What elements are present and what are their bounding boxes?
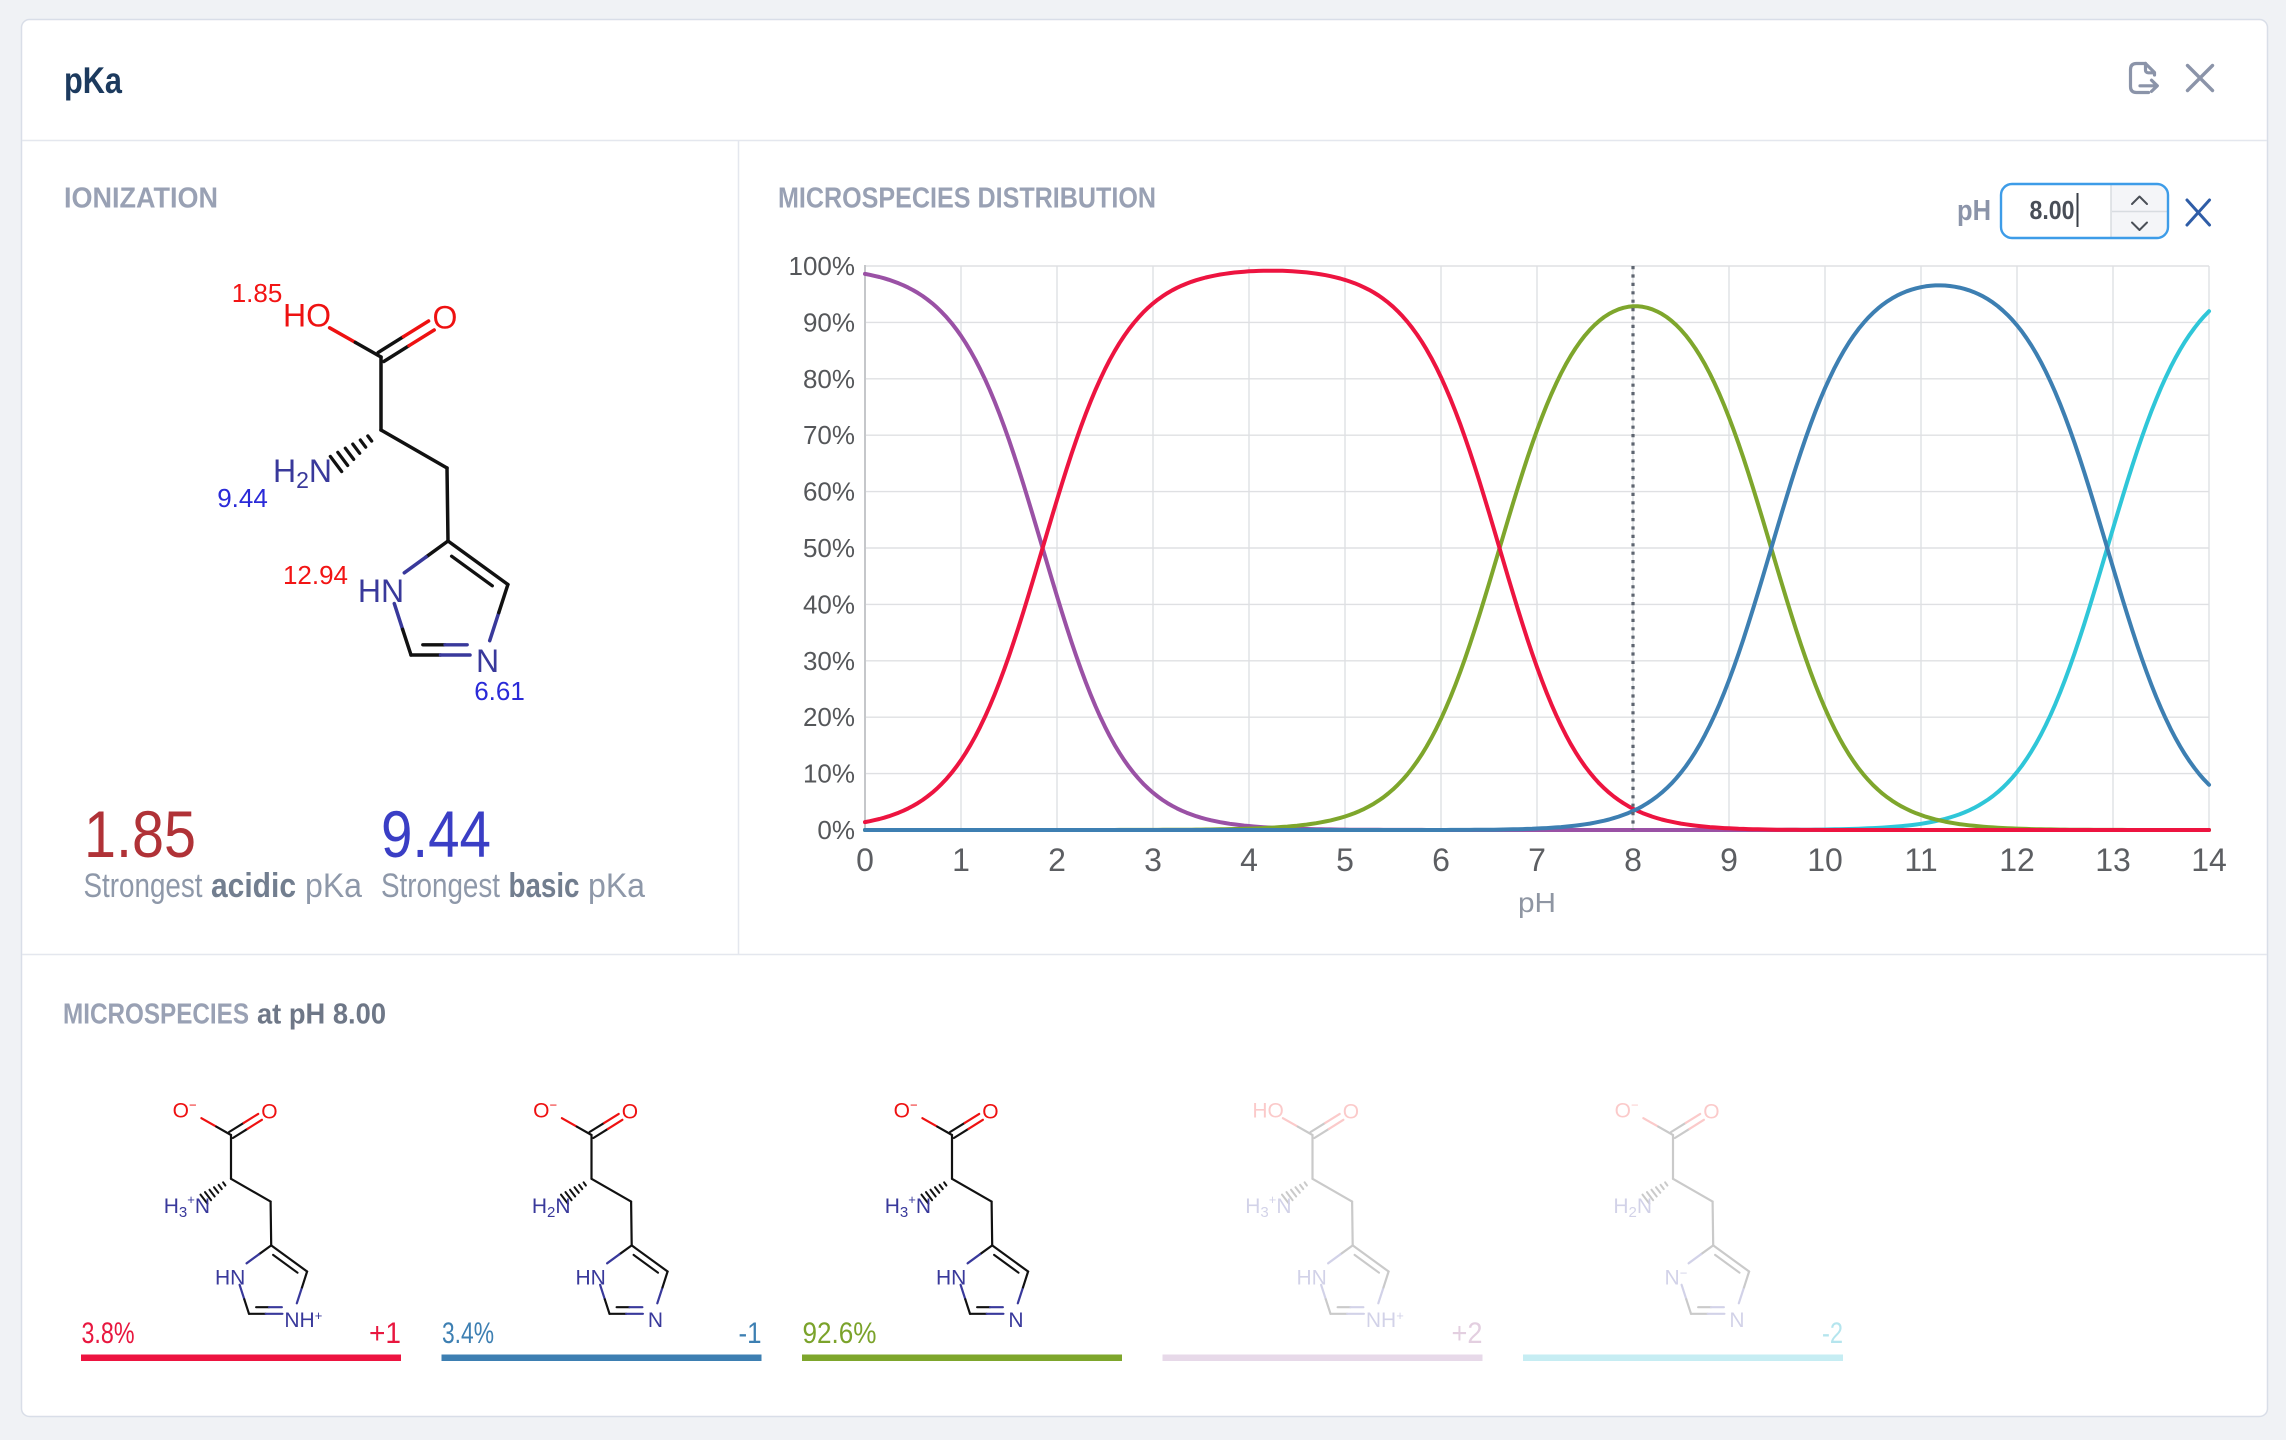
svg-text:10: 10 xyxy=(1807,842,1843,878)
svg-text:10%: 10% xyxy=(803,759,855,789)
svg-text:O: O xyxy=(622,1101,638,1124)
svg-text:0%: 0% xyxy=(817,815,855,845)
svg-text:9.44: 9.44 xyxy=(217,483,268,513)
svg-text:4: 4 xyxy=(1240,842,1258,878)
svg-text:14: 14 xyxy=(2191,842,2227,878)
svg-text:MICROSPECIES DISTRIBUTION: MICROSPECIES DISTRIBUTION xyxy=(778,183,1156,215)
svg-text:N: N xyxy=(1008,1309,1023,1332)
svg-text:8: 8 xyxy=(1624,842,1642,878)
svg-text:7: 7 xyxy=(1528,842,1546,878)
svg-text:O: O xyxy=(1703,1101,1719,1124)
svg-text:80%: 80% xyxy=(803,364,855,394)
svg-text:pH: pH xyxy=(1957,195,1991,227)
svg-text:N: N xyxy=(648,1309,663,1332)
svg-text:60%: 60% xyxy=(803,477,855,507)
svg-text:MICROSPECIES: MICROSPECIES xyxy=(63,999,249,1031)
svg-text:100%: 100% xyxy=(789,251,856,281)
svg-text:3: 3 xyxy=(1144,842,1162,878)
svg-text:90%: 90% xyxy=(803,307,855,337)
svg-text:0: 0 xyxy=(856,842,874,878)
svg-text:HO: HO xyxy=(1252,1099,1284,1122)
svg-text:12.94: 12.94 xyxy=(283,560,348,590)
svg-text:Strongest: Strongest xyxy=(84,867,203,905)
svg-text:HN: HN xyxy=(575,1267,605,1290)
svg-text:70%: 70% xyxy=(803,420,855,450)
svg-text:pKa: pKa xyxy=(305,867,362,905)
svg-text:pKa: pKa xyxy=(588,867,645,905)
svg-text:50%: 50% xyxy=(803,533,855,563)
svg-text:N: N xyxy=(476,643,499,679)
svg-text:+1: +1 xyxy=(369,1317,401,1350)
svg-text:3.8%: 3.8% xyxy=(82,1317,135,1350)
svg-text:H2N: H2N xyxy=(532,1195,571,1221)
svg-text:6.61: 6.61 xyxy=(474,676,525,706)
svg-text:1: 1 xyxy=(952,842,970,878)
svg-text:H3+N: H3+N xyxy=(164,1192,210,1221)
svg-text:HN: HN xyxy=(215,1267,245,1290)
svg-text:pKa: pKa xyxy=(64,60,122,101)
svg-text:at pH 8.00: at pH 8.00 xyxy=(257,999,386,1031)
svg-text:O: O xyxy=(1343,1101,1359,1124)
svg-text:1.85: 1.85 xyxy=(84,797,196,871)
svg-text:HN: HN xyxy=(1296,1267,1326,1290)
svg-text:40%: 40% xyxy=(803,589,855,619)
svg-text:IONIZATION: IONIZATION xyxy=(64,183,218,215)
svg-text:8.00: 8.00 xyxy=(2030,195,2075,225)
svg-text:20%: 20% xyxy=(803,702,855,732)
svg-text:basic: basic xyxy=(509,867,580,905)
svg-text:-2: -2 xyxy=(1822,1317,1843,1350)
svg-text:9.44: 9.44 xyxy=(381,797,491,871)
svg-text:acidic: acidic xyxy=(211,867,296,905)
svg-text:Strongest: Strongest xyxy=(381,867,500,905)
svg-text:30%: 30% xyxy=(803,646,855,676)
svg-text:+2: +2 xyxy=(1452,1317,1483,1350)
svg-text:HN: HN xyxy=(358,573,404,609)
svg-text:H3+N: H3+N xyxy=(885,1192,931,1221)
svg-text:pH: pH xyxy=(1518,887,1556,918)
svg-text:1.85: 1.85 xyxy=(232,278,283,308)
svg-text:6: 6 xyxy=(1432,842,1450,878)
svg-text:2: 2 xyxy=(1048,842,1066,878)
svg-text:O: O xyxy=(261,1101,277,1124)
svg-text:HO: HO xyxy=(283,298,331,334)
svg-text:13: 13 xyxy=(2095,842,2131,878)
svg-text:92.6%: 92.6% xyxy=(803,1317,877,1350)
svg-text:3.4%: 3.4% xyxy=(442,1317,494,1350)
svg-text:O: O xyxy=(982,1101,998,1124)
svg-text:-1: -1 xyxy=(739,1317,762,1350)
svg-text:12: 12 xyxy=(1999,842,2035,878)
svg-text:O: O xyxy=(433,300,458,336)
svg-text:5: 5 xyxy=(1336,842,1354,878)
svg-text:H3+N: H3+N xyxy=(1245,1192,1291,1221)
svg-text:HN: HN xyxy=(936,1267,966,1290)
svg-text:11: 11 xyxy=(1904,842,1937,878)
svg-text:9: 9 xyxy=(1720,842,1738,878)
svg-text:N: N xyxy=(1729,1309,1744,1332)
